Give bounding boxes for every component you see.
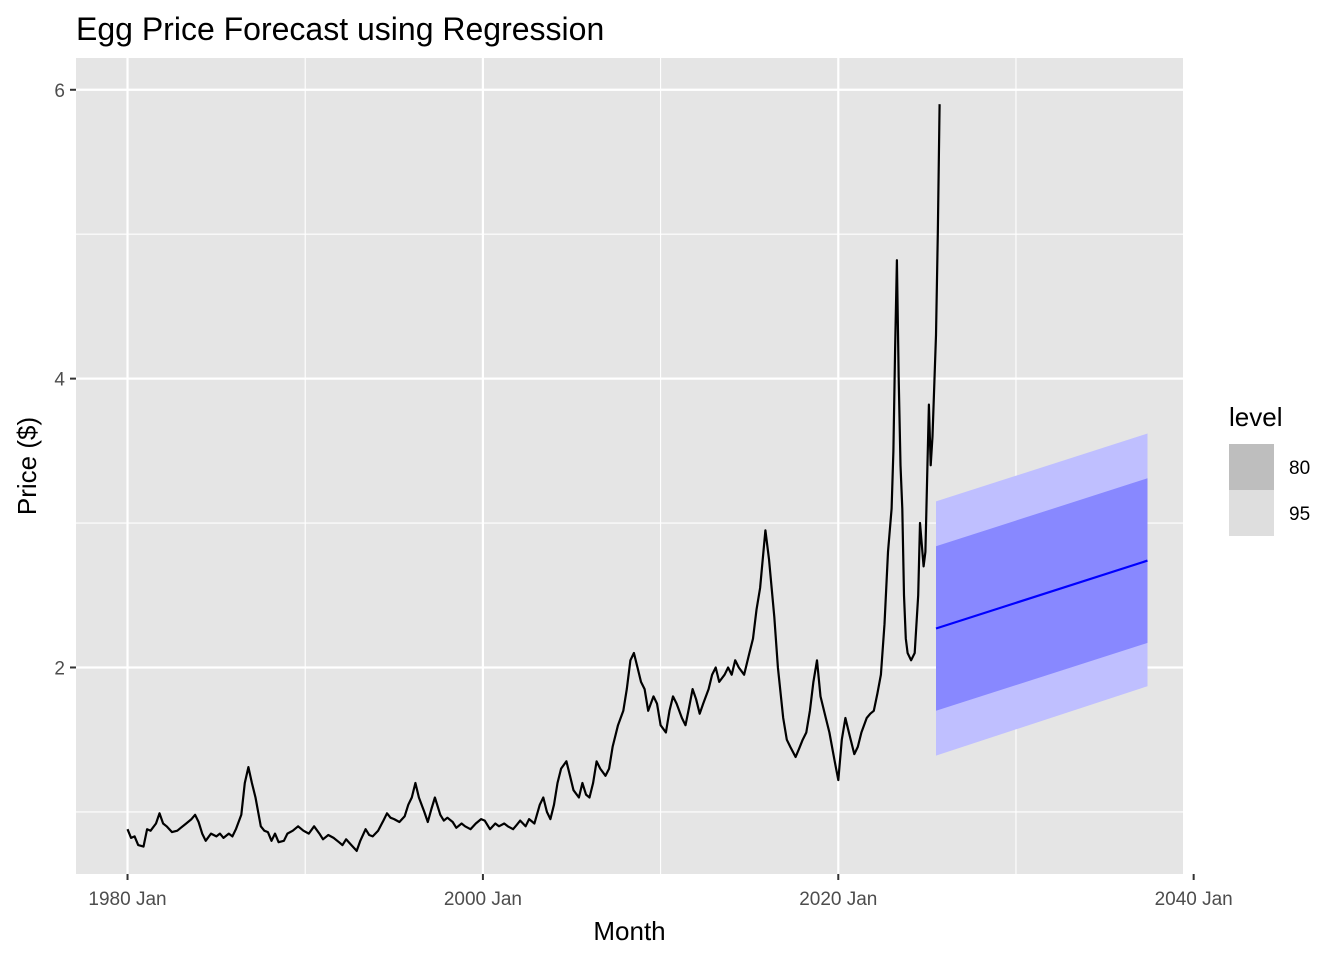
y-tick-label: 6 bbox=[54, 81, 65, 102]
x-tick-label: 2040 Jan bbox=[1155, 889, 1233, 910]
x-tick-label: 1980 Jan bbox=[88, 889, 166, 910]
x-tick-label: 2020 Jan bbox=[799, 889, 877, 910]
x-axis-title: Month bbox=[593, 916, 665, 946]
minor-gridlines bbox=[76, 58, 1183, 874]
x-tick-label: 2000 Jan bbox=[444, 889, 522, 910]
legend-label-80: 80 bbox=[1289, 458, 1310, 479]
axis-ticks bbox=[70, 88, 1195, 880]
y-axis-title: Price ($) bbox=[12, 417, 42, 515]
legend: level 80 95 bbox=[1229, 402, 1310, 536]
chart-title: Egg Price Forecast using Regression bbox=[76, 11, 604, 47]
y-tick-label: 4 bbox=[54, 370, 65, 391]
plot-panel bbox=[76, 58, 1183, 874]
y-tick-label: 2 bbox=[54, 658, 65, 679]
axis-tick-labels: 1980 Jan 2000 Jan 2020 Jan 2040 Jan 2 4 6 bbox=[54, 81, 1232, 910]
forecast-line bbox=[935, 559, 1148, 630]
history-line bbox=[126, 104, 941, 852]
legend-label-95: 95 bbox=[1289, 504, 1310, 525]
series-lines bbox=[126, 104, 1148, 852]
legend-key-95 bbox=[1229, 490, 1274, 536]
major-gridlines bbox=[76, 58, 1195, 874]
legend-key-80 bbox=[1229, 444, 1274, 490]
legend-title: level bbox=[1229, 402, 1282, 432]
